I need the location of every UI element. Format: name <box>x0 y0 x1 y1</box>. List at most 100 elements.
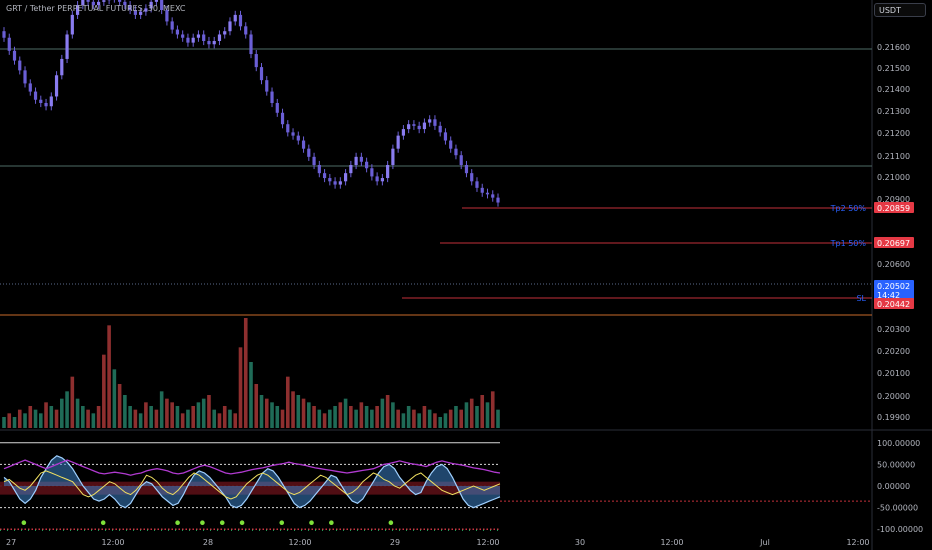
volume-bar <box>138 413 143 428</box>
volume-bar <box>107 325 111 428</box>
time-axis: 27 12:00 28 12:00 29 12:00 30 12:00 Jul 12:00 <box>6 538 870 547</box>
volume-bar <box>385 395 390 428</box>
volume-bar <box>370 409 374 428</box>
candle-body <box>233 14 237 22</box>
osc-signal-dot <box>329 520 334 526</box>
volume-bar <box>75 398 80 428</box>
volume-bar <box>212 409 217 428</box>
candle-body <box>322 173 327 179</box>
volume-bar <box>23 413 27 428</box>
volume-bar <box>38 413 43 428</box>
candle-body <box>128 5 132 10</box>
tp1-price-tag: 0.20697 <box>877 239 910 248</box>
candle-body <box>228 21 232 32</box>
candle-body <box>39 99 43 103</box>
osc-tick-label: -100.00000 <box>877 525 923 534</box>
price-tick-label: 0.21500 <box>877 64 910 73</box>
volume-bar <box>154 409 159 428</box>
time-tick-label: 27 <box>6 538 16 547</box>
candle-body <box>470 173 474 182</box>
candle-body <box>202 34 206 41</box>
volume-bar <box>201 398 206 428</box>
volume-bar <box>285 376 290 428</box>
candle-body <box>475 181 479 188</box>
volume-bar <box>454 406 458 428</box>
candle-body <box>396 135 400 149</box>
candle-body <box>380 178 384 182</box>
osc-signal-dot <box>309 520 314 526</box>
price-tick-label: 0.21100 <box>877 152 910 161</box>
candle-body <box>33 91 38 100</box>
osc-tick-label: 50.00000 <box>877 460 915 469</box>
candle-body <box>333 181 337 185</box>
candle-body <box>412 124 416 126</box>
volume-bar <box>60 398 64 428</box>
candle-body <box>28 83 32 92</box>
volume-bar <box>317 409 322 428</box>
volume-bar <box>243 318 248 428</box>
candle-body <box>170 21 174 30</box>
volume-bar <box>270 402 274 428</box>
volume-bar <box>328 409 332 428</box>
volume-bar <box>165 398 169 428</box>
candle-body <box>217 34 222 41</box>
volume-bar <box>280 409 285 428</box>
candle-body <box>312 156 316 165</box>
price-tick-label: 0.20900 <box>877 195 910 204</box>
candle-body <box>60 58 64 76</box>
price-tick-label: 0.21400 <box>877 85 910 94</box>
candle-body <box>96 1 101 6</box>
candle-body <box>422 122 427 130</box>
candle-body <box>454 148 458 156</box>
candle-body <box>443 132 448 141</box>
candle-body <box>75 5 80 15</box>
volume-bar <box>86 409 90 428</box>
candle-body <box>139 11 143 15</box>
candle-body <box>301 140 306 149</box>
volume-bar <box>307 402 311 428</box>
volume-bar <box>433 413 437 428</box>
candle-body <box>65 34 69 59</box>
candle-body <box>343 173 348 182</box>
time-tick-label: 12:00 <box>288 538 311 547</box>
volume-bar <box>343 398 348 428</box>
candle-body <box>438 125 442 133</box>
osc-signal-dot <box>175 520 180 526</box>
candle-body <box>12 50 17 61</box>
price-tick-label: 0.20100 <box>877 369 910 378</box>
candle-body <box>391 148 395 165</box>
volume-bar <box>412 409 416 428</box>
candle-body <box>49 96 53 107</box>
candle-body <box>459 155 463 165</box>
candle-body <box>328 178 332 182</box>
time-tick-label: 28 <box>203 538 213 547</box>
candle-body <box>338 181 342 185</box>
candle-body <box>123 1 127 6</box>
volume-bar <box>406 406 411 428</box>
candle-body <box>496 197 500 203</box>
candle-body <box>18 60 22 71</box>
candle-body <box>365 161 369 169</box>
tp2-price-tag-bg <box>874 202 914 213</box>
time-tick-label: 29 <box>390 538 400 547</box>
volume-bar <box>448 409 453 428</box>
volume-bar <box>81 406 85 428</box>
candle-body <box>428 119 432 123</box>
volume-bar <box>291 391 295 428</box>
osc-purple-line <box>3 459 501 476</box>
level-label: Tp1 50% <box>830 239 867 248</box>
volume-bar <box>70 376 75 428</box>
candle-body <box>165 10 169 22</box>
time-tick-label: 12:00 <box>101 538 124 547</box>
candle-body <box>401 129 406 136</box>
level-label: SL <box>856 294 866 303</box>
candle-body <box>181 34 185 38</box>
osc-blue-area <box>4 455 500 508</box>
volume-bar <box>322 413 327 428</box>
volume-bar <box>12 417 17 428</box>
candle-body <box>464 165 469 174</box>
currency-selector[interactable]: USDT <box>874 3 926 17</box>
candle-body <box>207 41 211 45</box>
